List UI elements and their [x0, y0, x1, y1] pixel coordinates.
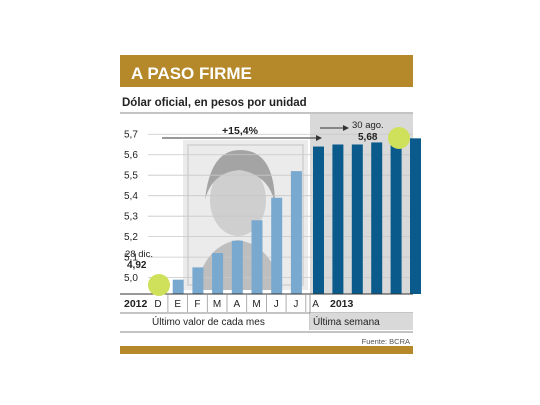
- x-tick-label: A: [312, 299, 319, 310]
- x-tick-label: J: [293, 299, 298, 310]
- chart-subtitle: Dólar oficial, en pesos por unidad: [122, 97, 307, 109]
- x-tick-label: D: [154, 299, 161, 310]
- bar-weekly: [390, 140, 402, 294]
- weekly-label-background: [310, 313, 413, 330]
- bar-weekly: [313, 146, 324, 294]
- end-value-label: 5,68: [358, 132, 378, 143]
- bar-weekly: [371, 142, 383, 294]
- y-axis: 5,0 5,1 5,2 5,3 5,4 5,5 5,6 5,7: [124, 130, 138, 284]
- bar-weekly: [351, 144, 363, 294]
- x-tick-label: E: [174, 299, 181, 310]
- bar-monthly: [290, 171, 302, 294]
- x-tick-label: A: [233, 299, 240, 310]
- annotation-end: 30 ago. 5,68: [320, 120, 410, 149]
- y-tick-label: 5,7: [124, 130, 138, 141]
- end-highlight-marker: [388, 127, 410, 149]
- source-text: Fuente: BCRA: [362, 337, 410, 346]
- bar-monthly: [172, 279, 184, 294]
- gridlines: [148, 133, 413, 279]
- year-label-2013: 2013: [330, 298, 354, 310]
- x-tick-label: J: [274, 299, 279, 310]
- bars: [172, 138, 421, 294]
- start-value-label: 4,92: [127, 260, 147, 271]
- end-date-label: 30 ago.: [352, 120, 384, 131]
- series-label-monthly: Último valor de cada mes: [152, 315, 265, 328]
- x-tick-label: M: [213, 299, 221, 310]
- bar-monthly: [192, 267, 204, 294]
- bar-weekly: [410, 138, 421, 294]
- bar-monthly: [231, 240, 243, 294]
- start-date-label: 28 dic.: [125, 249, 153, 260]
- series-label-weekly: Última semana: [313, 315, 380, 328]
- start-highlight-marker: [148, 274, 170, 296]
- annotation-start: 28 dic. 4,92: [125, 249, 170, 296]
- y-tick-label: 5,2: [124, 232, 138, 243]
- bar-monthly: [251, 220, 263, 294]
- footer-band: [120, 346, 413, 354]
- x-tick-label: M: [252, 299, 260, 310]
- bar-monthly: [212, 253, 224, 294]
- y-tick-label: 5,0: [124, 273, 138, 284]
- header-band: [120, 55, 413, 87]
- annotation-change: +15,4%: [162, 125, 322, 141]
- year-label-2012: 2012: [124, 298, 148, 310]
- y-tick-label: 5,1: [124, 253, 138, 264]
- x-tick-label: F: [194, 299, 200, 310]
- bar-weekly: [332, 144, 344, 294]
- chart-title: A PASO FIRME: [131, 64, 252, 83]
- y-tick-label: 5,3: [124, 212, 138, 223]
- change-arrowhead: [316, 135, 322, 141]
- bar-monthly: [271, 197, 283, 294]
- end-arrowhead: [343, 125, 349, 131]
- y-tick-label: 5,5: [124, 171, 138, 182]
- y-tick-label: 5,6: [124, 150, 138, 161]
- y-tick-label: 5,4: [124, 191, 138, 202]
- change-label: +15,4%: [222, 125, 259, 137]
